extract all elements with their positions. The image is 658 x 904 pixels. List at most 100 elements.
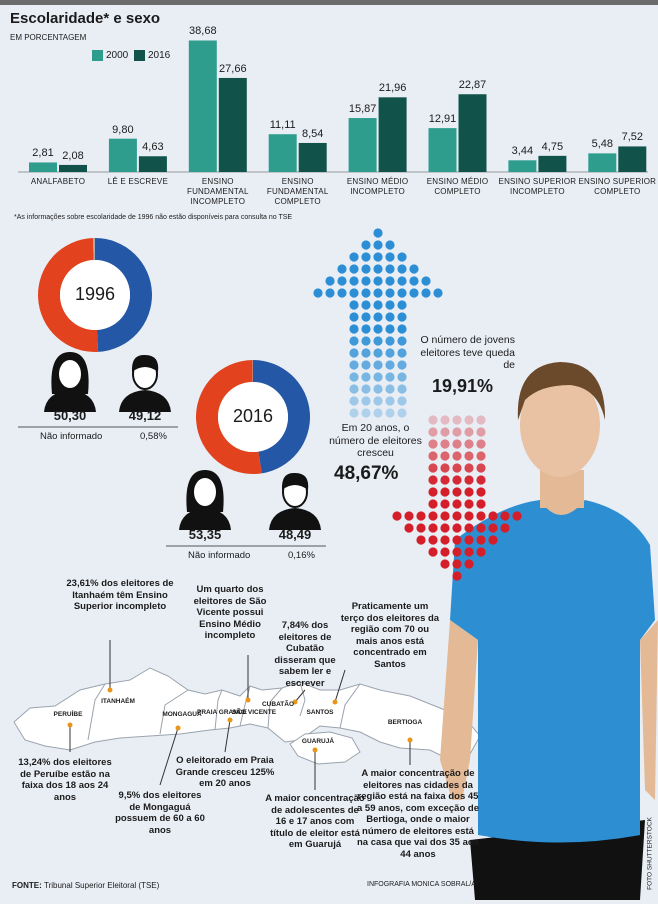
arrow-dot (440, 511, 450, 521)
value-label: 2,81 (32, 147, 54, 160)
top-bar (0, 0, 658, 5)
arrow-dot (428, 547, 438, 557)
map-note: 13,24% dos eleitores de Peruíbe estão na… (18, 757, 112, 803)
arrow-dot (464, 427, 474, 437)
chart-subtitle: EM PORCENTAGEM (10, 33, 87, 42)
arrow-dot (361, 408, 371, 418)
arrow-dot (464, 463, 474, 473)
arrow-dot (428, 415, 438, 425)
value-label: 3,44 (511, 145, 534, 158)
map-note: Praticamente um terço dos eleitores da r… (340, 601, 440, 670)
arrow-dot (361, 264, 371, 274)
arrow-dot (349, 264, 359, 274)
category-label: ENSINO SUPERIOR COMPLETO (578, 177, 657, 196)
map-note: A maior concentração de adolescentes de … (265, 793, 365, 850)
arrow-dot (428, 427, 438, 437)
arrow-dot (440, 439, 450, 449)
bar (138, 156, 167, 172)
arrow-dot (452, 571, 462, 581)
unreported-value: 0,16% (288, 550, 315, 561)
city-label: BERTIOGA (387, 719, 423, 726)
man-icon (119, 390, 171, 412)
arrow-dot (428, 475, 438, 485)
arrow-dot (452, 451, 462, 461)
arrow-dot (361, 396, 371, 406)
bar (218, 77, 247, 172)
donut-segment (38, 238, 99, 352)
arrow-dot (464, 523, 474, 533)
arrow-dot (349, 276, 359, 286)
arrow-dot (373, 276, 383, 286)
city-label: SANTOS (306, 709, 334, 716)
donut-segment (92, 238, 95, 261)
arrow-dot (349, 408, 359, 418)
arrow-dot (440, 415, 450, 425)
arrow-dot (476, 523, 486, 533)
bar (618, 146, 647, 172)
arrow-dot (349, 348, 359, 358)
total-value: 48,67% (334, 463, 399, 484)
arrow-dot (428, 463, 438, 473)
arrow-dot (385, 312, 395, 322)
arrow-dot (440, 475, 450, 485)
legend-swatch (92, 50, 103, 61)
arrow-dot (337, 276, 347, 286)
arrow-dot (440, 547, 450, 557)
bar (458, 94, 487, 172)
connectors (69, 640, 411, 790)
arrow-dot (392, 511, 402, 521)
hair (131, 354, 159, 372)
map-note: 23,61% dos eleitores de Itanhaém têm Ens… (66, 578, 174, 612)
arrow-dot (385, 240, 395, 250)
donut-title: 1996 (74, 284, 116, 304)
young-text: O número de jovens eleitores teve queda … (420, 334, 515, 371)
arrow-dot (428, 487, 438, 497)
arrow-dot (337, 264, 347, 274)
arrow-dot (476, 427, 486, 437)
arrow-dot (476, 451, 486, 461)
arrow-dot (464, 451, 474, 461)
bar (378, 97, 407, 172)
arrow-dot (325, 276, 335, 286)
arrow-dot (385, 324, 395, 334)
arrow-dot (433, 288, 443, 298)
map-dots (67, 687, 413, 753)
map-note: 9,5% dos eleitores de Mongaguá possuem d… (115, 790, 205, 836)
gender-value: 53,35 (188, 527, 222, 542)
unreported-label: Não informado (40, 431, 103, 442)
arrow-dot (373, 228, 383, 238)
value-label: 27,66 (219, 62, 247, 75)
bar (538, 155, 567, 172)
arrow-dot (464, 511, 474, 521)
arrow-dot (373, 240, 383, 250)
arrow-dot (349, 288, 359, 298)
footnote: *As informações sobre escolaridade de 19… (14, 214, 293, 221)
arrow-dot (476, 547, 486, 557)
arrow-dot (349, 312, 359, 322)
category-label: ENSINO SUPERIOR INCOMPLETO (498, 177, 577, 196)
arrow-dot (373, 336, 383, 346)
arrow-dot (397, 384, 407, 394)
bar (188, 40, 217, 172)
arrow-dot (361, 360, 371, 370)
arrow-dot (385, 264, 395, 274)
arrow-dot (488, 535, 498, 545)
arrow-dot (397, 288, 407, 298)
arrow-dot (452, 439, 462, 449)
donut-segment (95, 237, 153, 352)
arrow-dot (452, 547, 462, 557)
arrow-dot (373, 288, 383, 298)
value-label: 2,08 (62, 149, 84, 162)
bar (29, 162, 57, 172)
arrow-dot (397, 300, 407, 310)
map-note: Um quarto dos eleitores de São Vicente p… (193, 584, 267, 641)
city-label: MONGAGUÁ (162, 711, 202, 718)
gender-value: 49,12 (128, 408, 162, 423)
arrow-dot (385, 288, 395, 298)
value-label: 22,87 (458, 79, 487, 92)
arrow-dot (397, 396, 407, 406)
arrow-dot (404, 511, 414, 521)
arrow-dot (452, 463, 462, 473)
arrow-dot (361, 384, 371, 394)
